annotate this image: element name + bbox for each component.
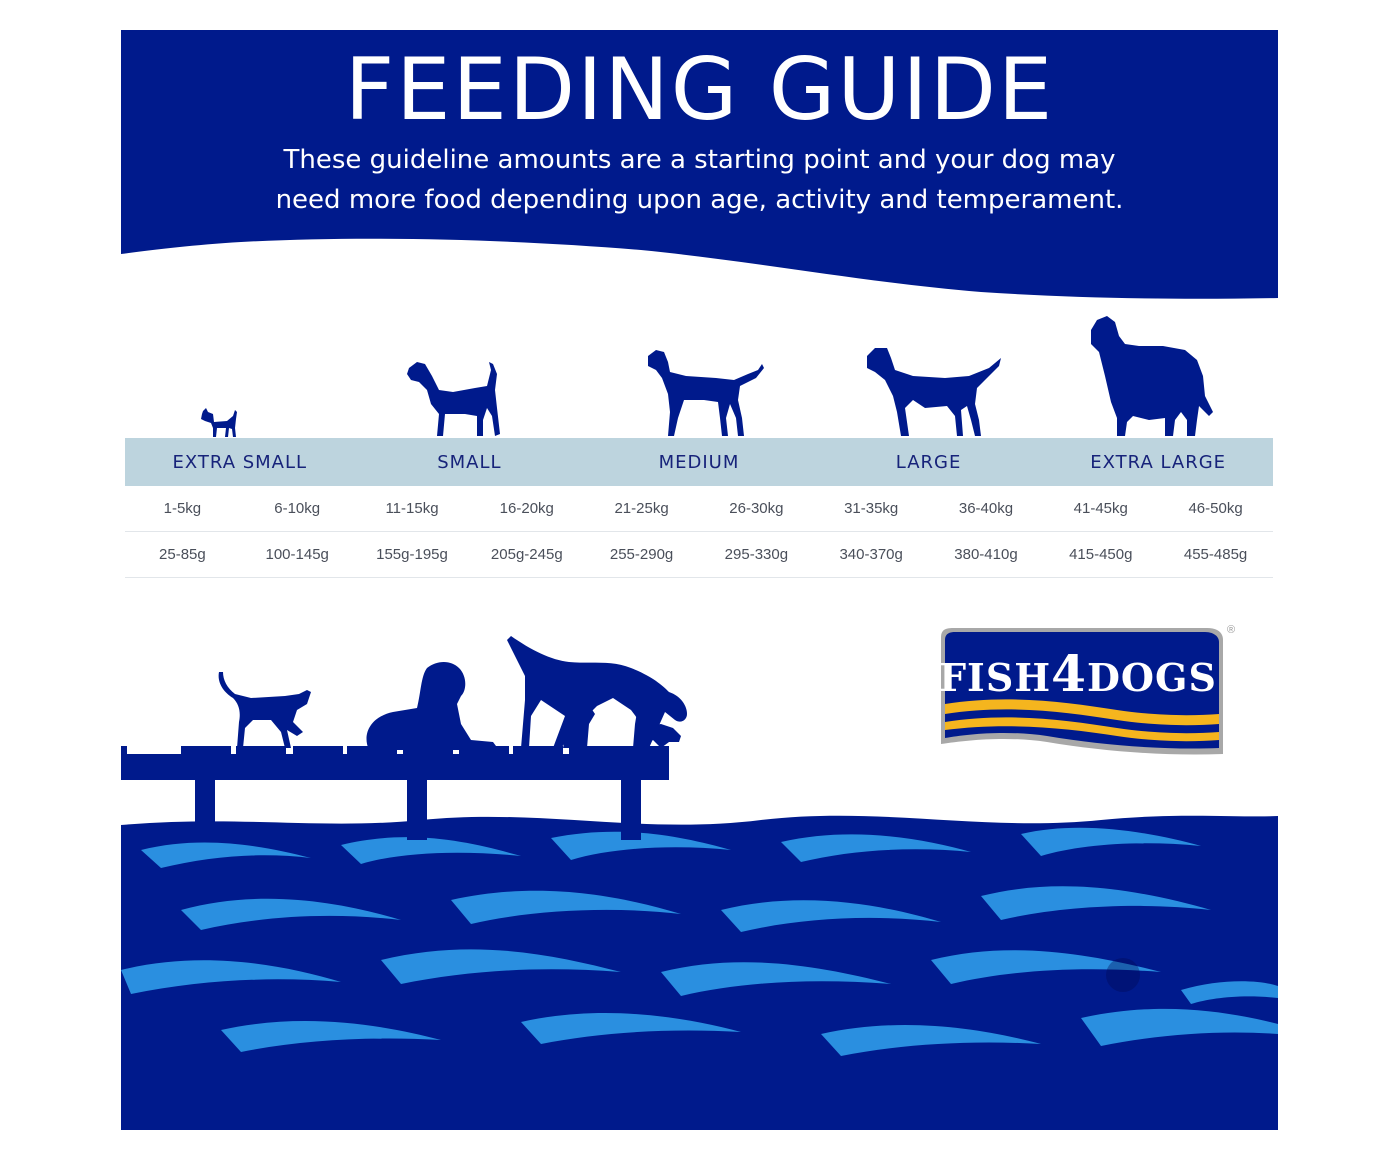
weight-cell: 21-25kg <box>614 500 669 517</box>
registered-trademark-icon: ® <box>1227 624 1236 636</box>
size-label-medium: MEDIUM <box>658 451 740 473</box>
large-dog-icon <box>867 348 1001 436</box>
weight-row: 1-5kg 6-10kg 11-15kg 16-20kg 21-25kg 26-… <box>125 486 1273 532</box>
logo-text: FISH4DOGS <box>939 644 1217 703</box>
amount-cell: 100-145g <box>265 546 329 563</box>
header-banner: FEEDING GUIDE These guideline amounts ar… <box>121 30 1278 320</box>
size-label-extra-small: EXTRA SMALL <box>172 451 308 473</box>
header-wave-shape <box>121 30 1278 299</box>
amount-cell: 155g-195g <box>376 546 448 563</box>
amount-cell: 415-450g <box>1069 546 1133 563</box>
page-title: FEEDING GUIDE <box>344 40 1055 140</box>
extra-small-dog-icon <box>201 408 237 437</box>
fish4dogs-logo: FISH4DOGS ® <box>937 624 1235 760</box>
pier-ocean-scene: FISH4DOGS ® <box>121 620 1278 1130</box>
amount-cell: 255-290g <box>609 546 674 563</box>
size-label-small: SMALL <box>437 451 502 473</box>
small-sitting-dog-icon <box>563 702 595 748</box>
size-header-row: EXTRA SMALL SMALL MEDIUM LARGE EXTRA LAR… <box>125 438 1273 486</box>
subtitle-line-2: need more food depending upon age, activ… <box>275 185 1124 215</box>
dog-size-silhouettes <box>121 310 1278 438</box>
logo-badge-shape <box>941 628 1223 755</box>
amount-cell: 340-370g <box>839 546 903 563</box>
lying-dog-icon <box>366 662 499 750</box>
subtitle-line-1: These guideline amounts are a starting p… <box>283 145 1116 175</box>
feeding-table: EXTRA SMALL SMALL MEDIUM LARGE EXTRA LAR… <box>125 438 1273 578</box>
weight-cell: 46-50kg <box>1188 500 1243 517</box>
extra-large-dog-icon <box>1091 316 1213 436</box>
feeding-guide-infographic: FEEDING GUIDE These guideline amounts ar… <box>121 30 1278 1130</box>
cat-icon <box>218 672 311 748</box>
amount-cell: 455-485g <box>1183 546 1248 563</box>
small-dog-icon <box>407 362 500 436</box>
amount-row: 25-85g 100-145g 155g-195g 205g-245g 255-… <box>125 532 1273 578</box>
amount-cell: 295-330g <box>724 546 789 563</box>
weight-cell: 6-10kg <box>274 500 321 517</box>
amount-cell: 205g-245g <box>490 546 563 563</box>
subtitle: These guideline amounts are a starting p… <box>121 140 1278 220</box>
amount-cell: 380-410g <box>954 546 1018 563</box>
weight-cell: 31-35kg <box>844 500 899 517</box>
amount-cell: 25-85g <box>159 546 206 563</box>
weight-cell: 41-45kg <box>1073 500 1128 517</box>
medium-dog-icon <box>648 350 764 436</box>
puppy-icon <box>633 712 681 748</box>
weight-cell: 26-30kg <box>729 500 784 517</box>
weight-cell: 1-5kg <box>163 500 202 517</box>
ocean-pier-illustration <box>121 636 1278 1130</box>
weight-cell: 16-20kg <box>499 500 554 517</box>
scroll-indicator-dot <box>1106 958 1140 992</box>
pier-icon <box>121 746 669 840</box>
weight-cell: 36-40kg <box>958 500 1014 517</box>
weight-cell: 11-15kg <box>385 500 439 517</box>
size-label-large: LARGE <box>895 451 962 473</box>
size-label-extra-large: EXTRA LARGE <box>1090 451 1227 473</box>
